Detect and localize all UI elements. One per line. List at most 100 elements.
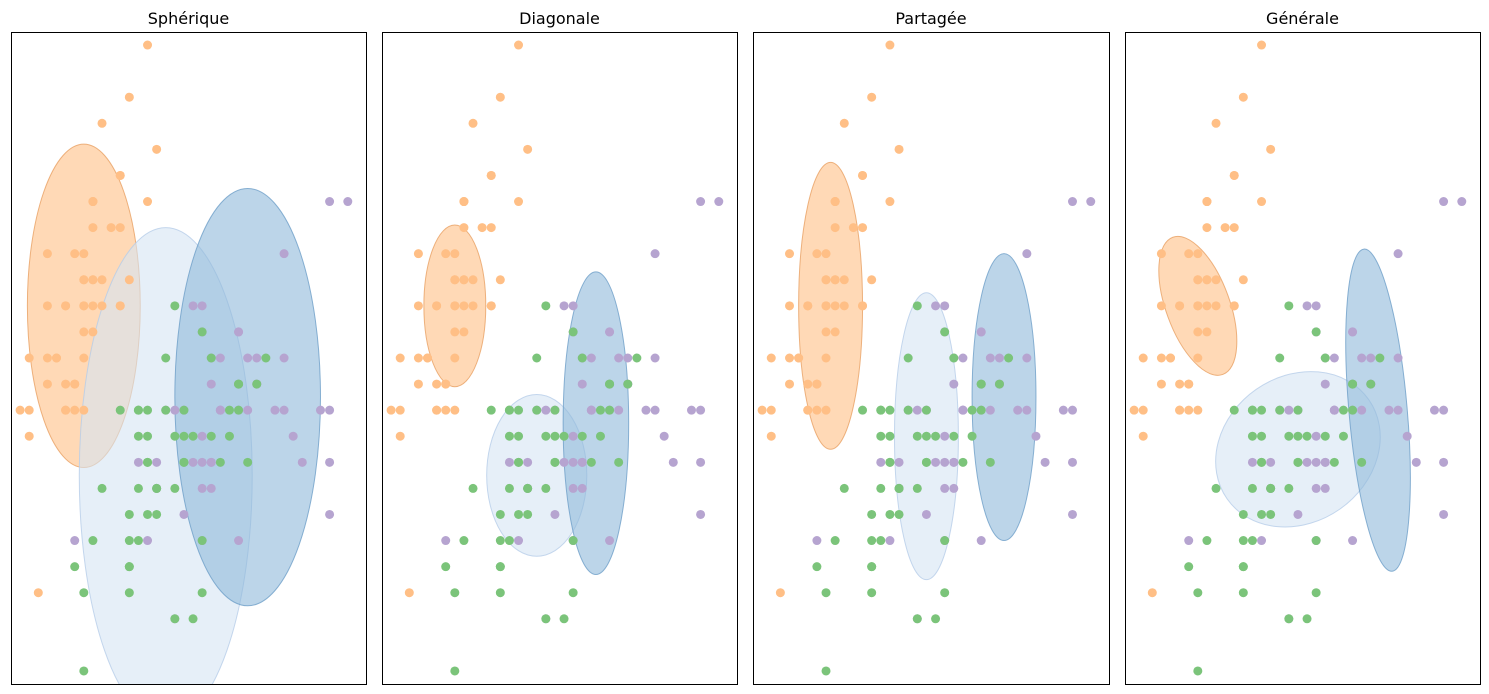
cluster-1-point [252, 353, 262, 363]
cluster-1-point [686, 405, 696, 415]
cluster-2-point [170, 614, 180, 624]
cluster-0-point [152, 144, 162, 154]
cluster-2-point [985, 457, 995, 467]
cluster-0-point [143, 40, 153, 50]
cluster-1-point [279, 353, 289, 363]
cluster-0-point [1175, 379, 1185, 389]
panel-title: Partagée [895, 9, 966, 28]
cluster-1-point [1293, 509, 1303, 519]
cluster-0-point [88, 197, 98, 207]
cluster-0-point [1193, 405, 1203, 415]
cluster-2-point [876, 405, 886, 415]
cluster-0-point [441, 249, 451, 259]
cluster-2-point [885, 509, 895, 519]
cluster-2-point [1247, 483, 1257, 493]
cluster-2-point [70, 562, 80, 572]
cluster-1-point [568, 301, 578, 311]
cluster-0-point [459, 275, 469, 285]
cluster-1-point [1357, 353, 1367, 363]
cluster-0-point [1193, 353, 1203, 363]
cluster-1-point [206, 457, 216, 467]
cluster-0-point [15, 405, 25, 415]
cluster-0-point [803, 301, 813, 311]
cluster-0-point [803, 405, 813, 415]
cluster-2-point [1193, 666, 1203, 676]
cluster-0-point [459, 223, 469, 233]
cluster-2-point [1257, 431, 1267, 441]
cluster-2-point [1293, 405, 1303, 415]
cluster-0-point [1138, 405, 1148, 415]
cluster-0-point [1229, 301, 1239, 311]
cluster-0-point [1202, 327, 1212, 337]
cluster-0-point [432, 379, 442, 389]
cluster-0-point [124, 92, 134, 102]
cluster-2-point [885, 457, 895, 467]
cluster-0-point [785, 249, 795, 259]
cluster-2-point [586, 457, 596, 467]
cluster-2-point [206, 353, 216, 363]
cluster-1-point [641, 405, 651, 415]
cluster-0-point [468, 275, 478, 285]
cluster-1-point [668, 457, 678, 467]
cluster-1-point [812, 536, 822, 546]
cluster-2-point [894, 509, 904, 519]
cluster-1-point [940, 483, 950, 493]
cluster-2-point [876, 536, 886, 546]
cluster-2-point [504, 483, 514, 493]
cluster-2-point [867, 509, 877, 519]
cluster-2-point [179, 457, 189, 467]
cluster-2-point [143, 431, 153, 441]
cluster-1-point [243, 353, 253, 363]
cluster-0-point [1166, 353, 1176, 363]
cluster-1-point [133, 457, 143, 467]
cluster-1-point [976, 327, 986, 337]
cluster-0-point [459, 301, 469, 311]
cluster-0-point [1229, 223, 1239, 233]
cluster-0-point [812, 405, 822, 415]
cluster-1-point [696, 509, 706, 519]
cluster-1-point [931, 301, 941, 311]
cluster-1-point [568, 457, 578, 467]
cluster-2-point [468, 483, 478, 493]
cluster-0-point [468, 301, 478, 311]
cluster-2-point [1275, 405, 1285, 415]
cluster-1-point [234, 327, 244, 337]
cluster-2-point [523, 509, 533, 519]
cluster-2-point [1366, 379, 1376, 389]
cluster-2-point [623, 379, 633, 389]
cluster-1-point [1311, 483, 1321, 493]
cluster-2-point [495, 588, 505, 598]
cluster-1-point [197, 457, 207, 467]
cluster-0-point [1156, 301, 1166, 311]
cluster-0-point [115, 170, 125, 180]
cluster-2-point [885, 431, 895, 441]
cluster-2-point [1211, 483, 1221, 493]
cluster-0-point [1238, 275, 1248, 285]
cluster-2-point [821, 588, 831, 598]
cluster-2-point [858, 405, 868, 415]
cluster-2-point [450, 588, 460, 598]
cluster-0-point [432, 301, 442, 311]
cluster-0-point [486, 223, 496, 233]
cluster-0-point [97, 118, 107, 128]
cluster-2-point [912, 301, 922, 311]
cluster-0-point [450, 301, 460, 311]
cluster-2-point [1284, 431, 1294, 441]
cluster-2-point [1311, 327, 1321, 337]
cluster-2-point [197, 588, 207, 598]
cluster-2-point [179, 405, 189, 415]
cluster-2-point [903, 353, 913, 363]
panel-frame [753, 32, 1110, 685]
cluster-1-point [504, 457, 514, 467]
cluster-2-point [595, 405, 605, 415]
cluster-2-point [1338, 431, 1348, 441]
cluster-2-point [940, 327, 950, 337]
cluster-1-point [605, 536, 615, 546]
cluster-2-point [1193, 588, 1203, 598]
cluster-0-point [1211, 118, 1221, 128]
cluster-1-point [940, 431, 950, 441]
cluster-0-point [775, 588, 785, 598]
cluster-2-point [912, 614, 922, 624]
cluster-0-point [70, 379, 80, 389]
cluster-0-point [1193, 275, 1203, 285]
